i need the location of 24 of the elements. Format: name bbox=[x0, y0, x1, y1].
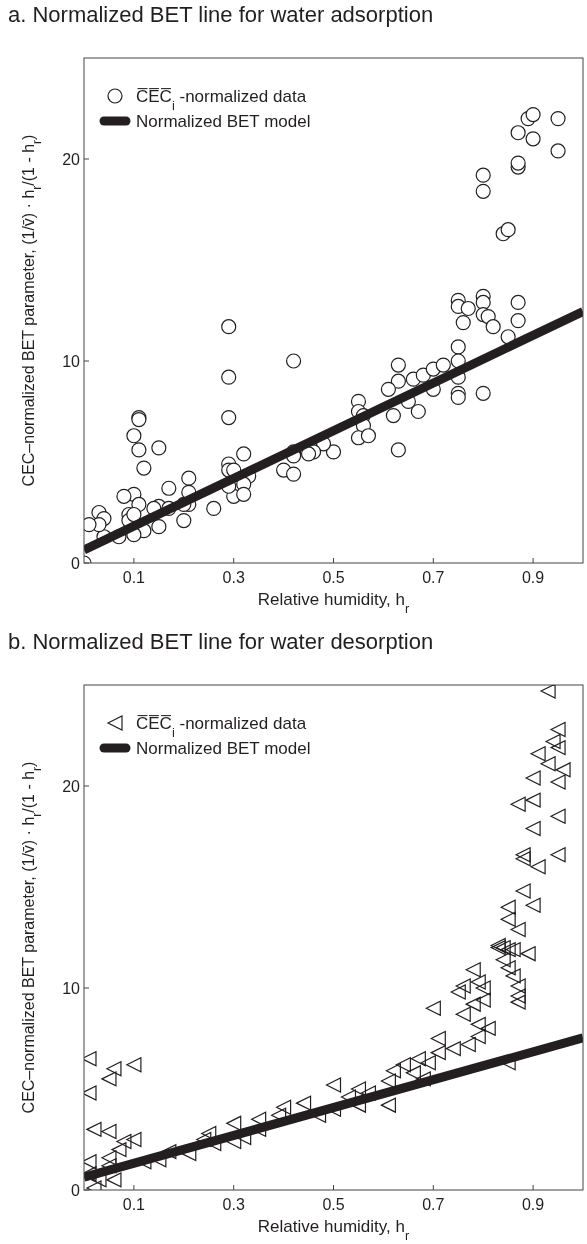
y-tick-label: 0 bbox=[71, 1182, 81, 1199]
legend-label: Normalized BET model bbox=[136, 112, 311, 131]
legend-label: Normalized BET model bbox=[136, 739, 311, 758]
legend-label: C̅E̅C̅$_{i}$ -normalized data bbox=[136, 714, 307, 740]
x-tick-label: 0.9 bbox=[521, 1196, 545, 1213]
x-tick-label: 0.3 bbox=[222, 1196, 245, 1213]
y-tick-label: 20 bbox=[62, 151, 81, 168]
y-tick-label: 20 bbox=[62, 778, 81, 795]
y-tick-label: 10 bbox=[62, 980, 81, 997]
x-axis-title: Relative humidity, h$_{r}$ bbox=[257, 1217, 410, 1243]
x-tick-label: 0.7 bbox=[422, 569, 445, 586]
x-tick-label: 0.3 bbox=[222, 569, 245, 586]
x-axis-title: Relative humidity, h$_{r}$ bbox=[257, 590, 410, 616]
x-tick-label: 0.1 bbox=[122, 1196, 146, 1213]
x-tick-label: 0.5 bbox=[322, 569, 345, 586]
x-tick-label: 0.5 bbox=[322, 1196, 345, 1213]
y-tick-label: 0 bbox=[71, 555, 81, 572]
chart-title: b. Normalized BET line for water desorption bbox=[8, 629, 434, 654]
x-tick-label: 0.7 bbox=[422, 1196, 445, 1213]
x-tick-label: 0.1 bbox=[122, 569, 146, 586]
chart-title: a. Normalized BET line for water adsorption bbox=[8, 2, 434, 27]
legend-label: C̅E̅C̅$_{i}$ -normalized data bbox=[136, 87, 307, 113]
y-tick-label: 10 bbox=[62, 353, 81, 370]
x-tick-label: 0.9 bbox=[521, 569, 545, 586]
